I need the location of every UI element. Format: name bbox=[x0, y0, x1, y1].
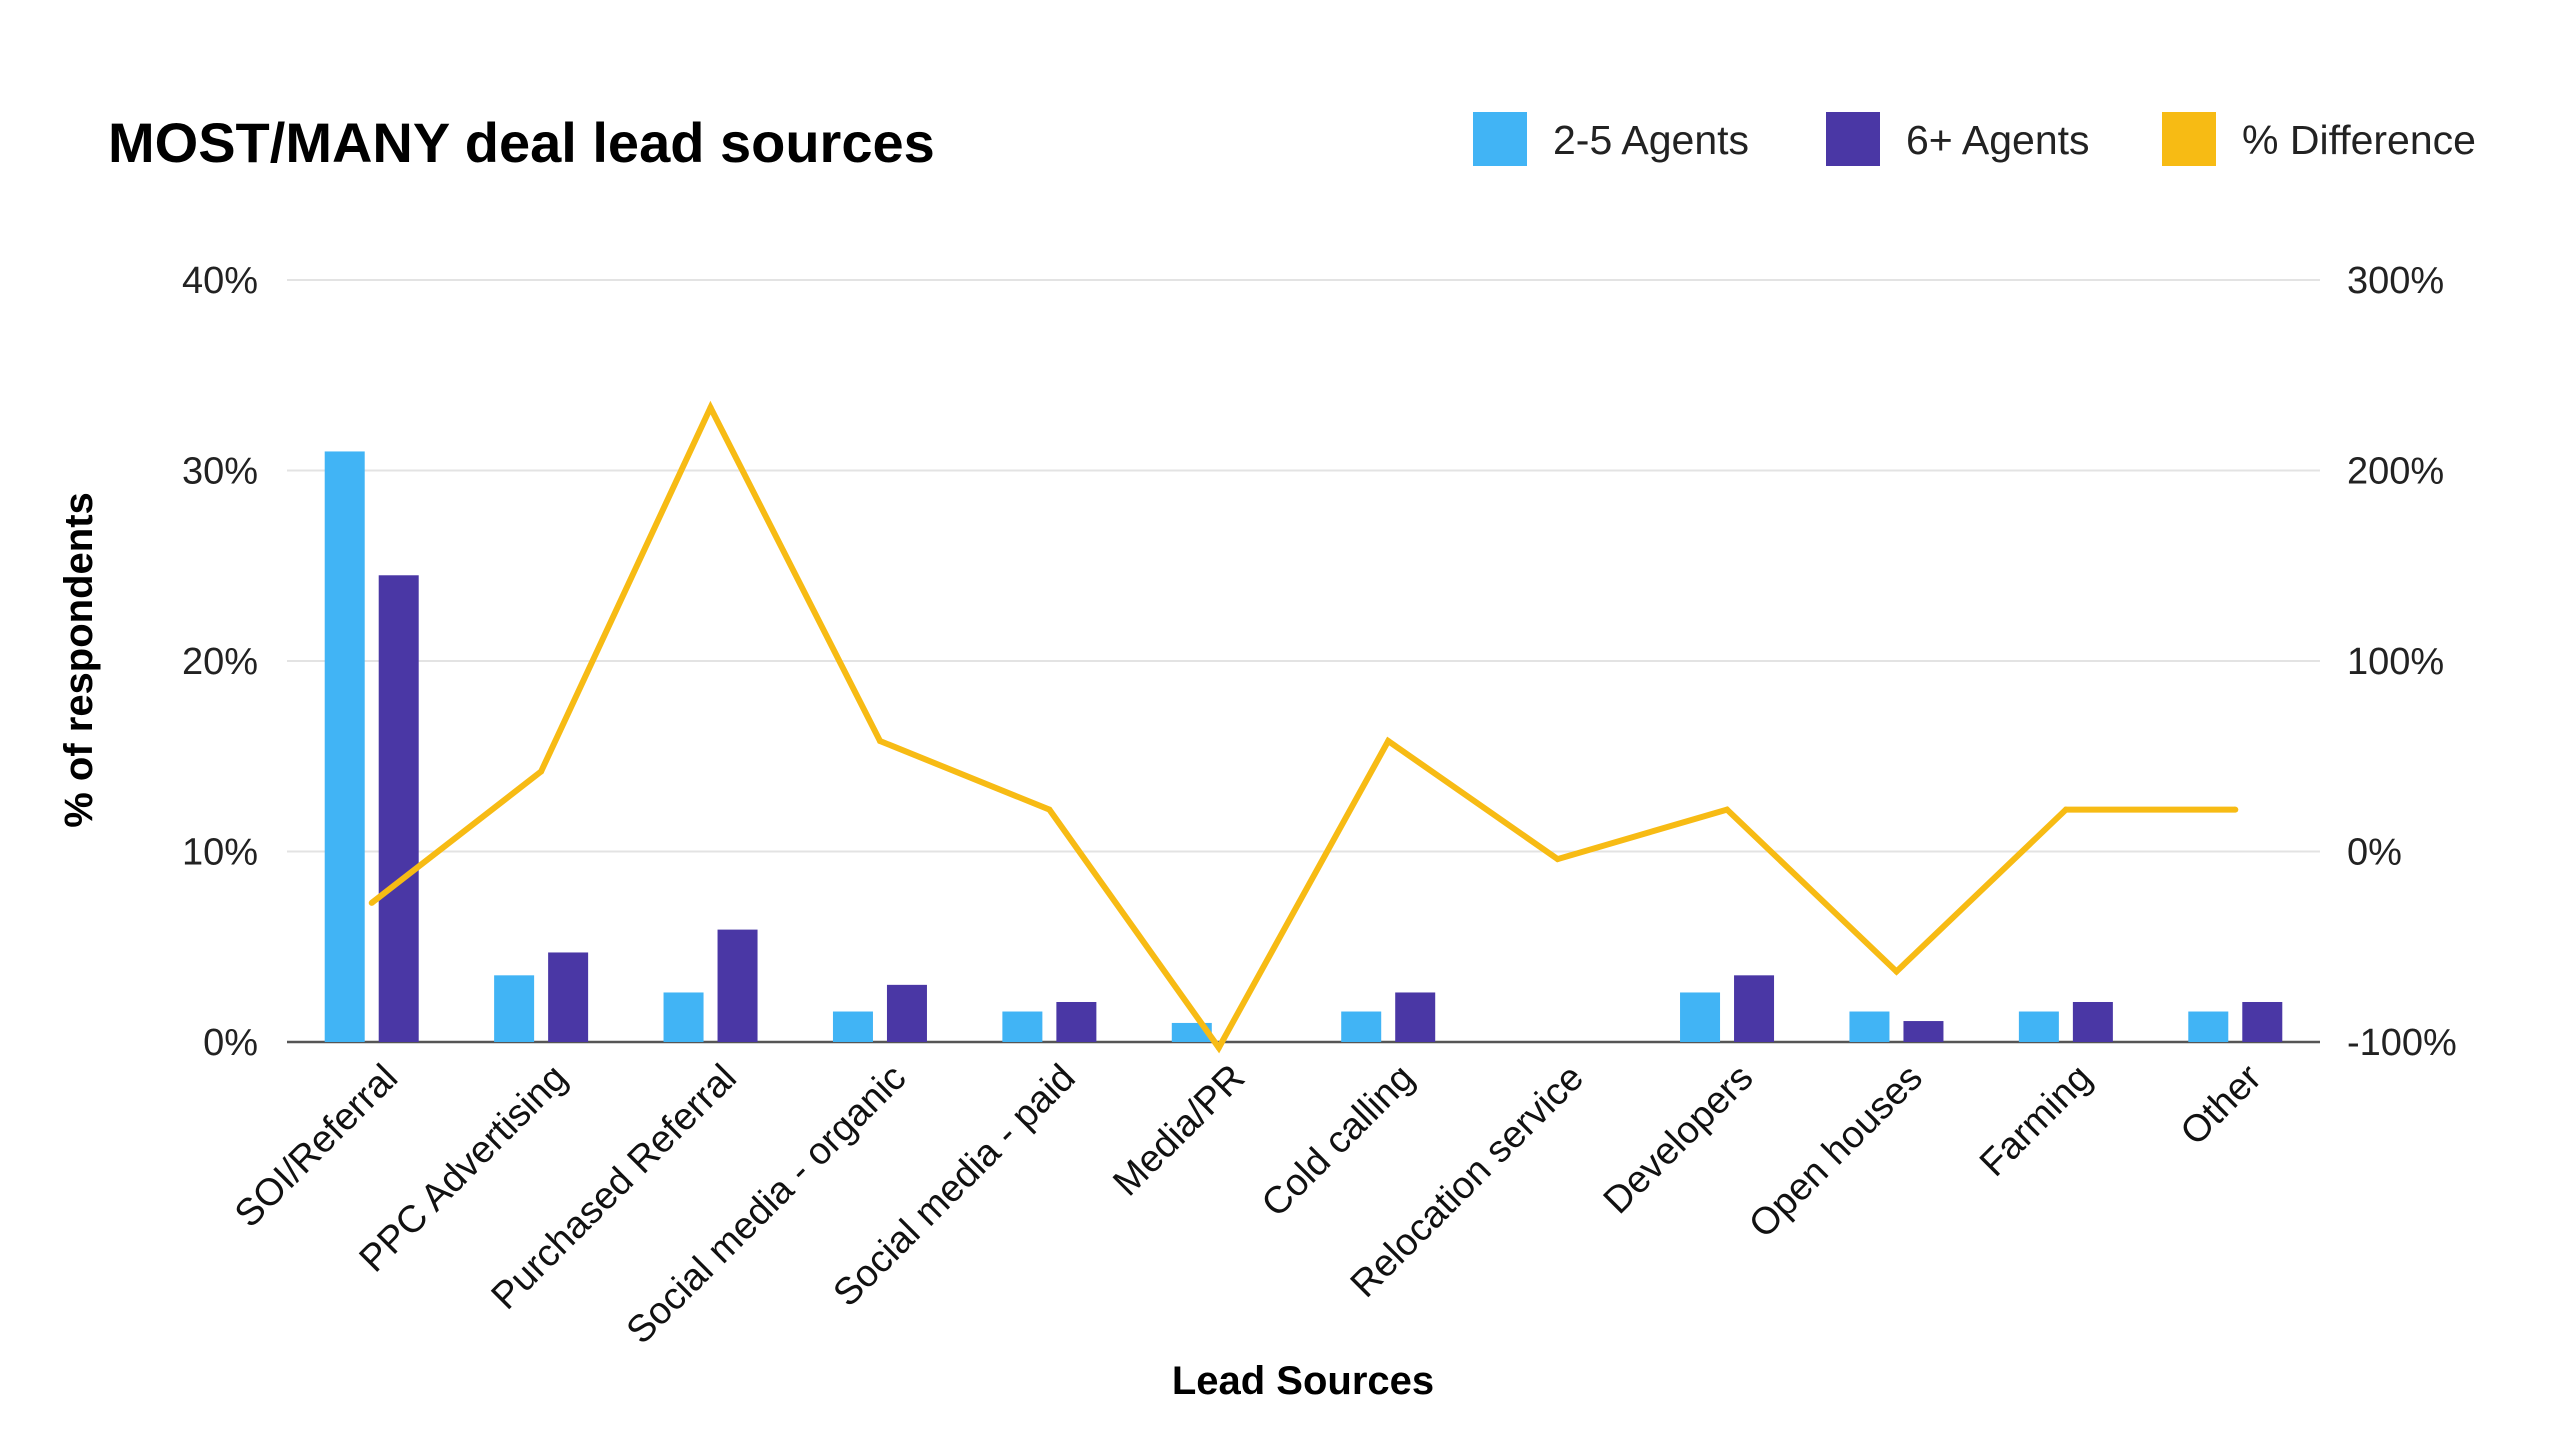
difference-point bbox=[538, 768, 545, 775]
bar-6-agents bbox=[1056, 1001, 1097, 1042]
difference-point bbox=[368, 899, 375, 906]
legend-label: 6+ Agents bbox=[1906, 117, 2090, 163]
legend: 2-5 Agents 6+ Agents % Difference bbox=[1473, 112, 2476, 166]
bar-6-agents bbox=[2242, 1001, 2283, 1042]
category-label: Cold calling bbox=[1254, 1057, 1423, 1226]
bar-6-agents bbox=[378, 575, 419, 1042]
right-tick-label: 200% bbox=[2347, 451, 2444, 493]
difference-point bbox=[1215, 1044, 1222, 1051]
left-axis-ticks: 0% 10% 20% 30% 40% bbox=[182, 260, 258, 1064]
bar-6-agents bbox=[2072, 1001, 2113, 1042]
category-label: Other bbox=[2173, 1056, 2270, 1153]
difference-point bbox=[1554, 856, 1561, 863]
bar-6-agents bbox=[886, 984, 927, 1042]
category-label: Open houses bbox=[1741, 1057, 1931, 1247]
right-tick-label: -100% bbox=[2347, 1022, 2457, 1064]
bar-2-5-agents bbox=[1002, 1011, 1043, 1042]
x-axis-title: Lead Sources bbox=[1172, 1359, 1434, 1403]
difference-point bbox=[2232, 806, 2239, 813]
left-tick-label: 10% bbox=[182, 832, 258, 874]
bar-6-agents bbox=[1903, 1021, 1944, 1042]
bar-2-5-agents bbox=[2018, 1011, 2059, 1042]
bar-2-5-agents bbox=[2188, 1011, 2229, 1042]
left-tick-label: 0% bbox=[203, 1022, 258, 1064]
difference-point bbox=[1724, 806, 1731, 813]
difference-point bbox=[1385, 738, 1392, 745]
legend-swatch bbox=[1826, 112, 1880, 166]
bar-2-5-agents bbox=[324, 451, 365, 1042]
difference-point bbox=[707, 404, 714, 411]
legend-label: % Difference bbox=[2242, 117, 2476, 163]
left-tick-label: 30% bbox=[182, 451, 258, 493]
gridlines bbox=[287, 279, 2320, 1044]
y-axis-title: % of respondents bbox=[57, 492, 101, 828]
bar-6-agents bbox=[1734, 975, 1775, 1042]
right-tick-label: 300% bbox=[2347, 260, 2444, 302]
legend-swatch bbox=[1473, 112, 1527, 166]
category-label: Developers bbox=[1596, 1057, 1762, 1223]
bar-2-5-agents bbox=[663, 992, 704, 1042]
bar-2-5-agents bbox=[1341, 1011, 1382, 1042]
left-tick-label: 40% bbox=[182, 260, 258, 302]
bar-6-agents bbox=[548, 952, 589, 1042]
category-label: Farming bbox=[1972, 1057, 2100, 1185]
bar-2-5-agents bbox=[1849, 1011, 1890, 1042]
category-label: SOI/Referral bbox=[227, 1057, 406, 1236]
difference-point bbox=[1893, 968, 1900, 975]
bar-2-5-agents bbox=[494, 975, 535, 1042]
bar-2-5-agents bbox=[1680, 992, 1721, 1042]
bar-6-agents bbox=[717, 929, 758, 1042]
category-label: Media/PR bbox=[1105, 1057, 1253, 1205]
difference-line bbox=[369, 400, 2236, 1054]
category-label: Social media - organic bbox=[619, 1057, 915, 1353]
difference-line-layer bbox=[368, 400, 2239, 1054]
right-axis-ticks: -100% 0% 100% 200% 300% bbox=[2347, 260, 2457, 1064]
legend-swatch bbox=[2162, 112, 2216, 166]
right-tick-label: 100% bbox=[2347, 641, 2444, 683]
difference-point bbox=[1046, 806, 1053, 813]
bar-2-5-agents bbox=[832, 1011, 873, 1042]
bar-6-agents bbox=[1395, 992, 1436, 1042]
difference-point bbox=[876, 738, 883, 745]
left-tick-label: 20% bbox=[182, 641, 258, 683]
legend-label: 2-5 Agents bbox=[1553, 117, 1749, 163]
chart-title: MOST/MANY deal lead sources bbox=[108, 111, 935, 174]
right-tick-label: 0% bbox=[2347, 832, 2402, 874]
bars bbox=[324, 451, 2283, 1042]
difference-point bbox=[2062, 806, 2069, 813]
